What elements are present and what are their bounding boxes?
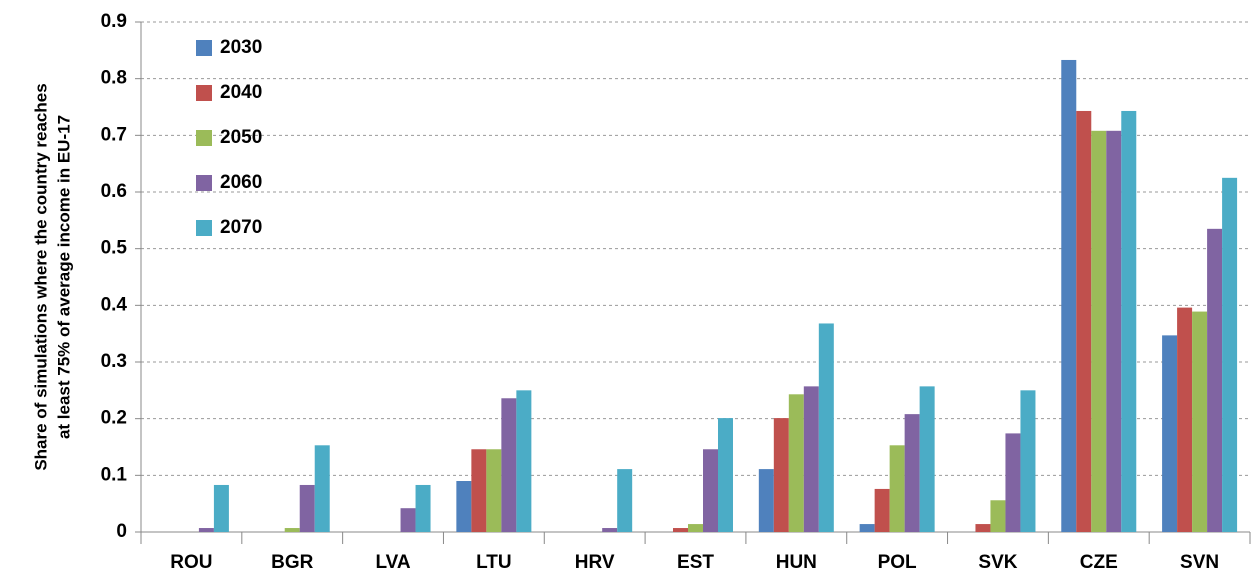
y-axis-label: at least 75% of average income in EU-17 [54, 115, 73, 439]
y-tick-label: 0.5 [101, 238, 128, 259]
bar [471, 449, 487, 532]
bar [1177, 307, 1193, 532]
bar [314, 445, 330, 532]
bar [889, 445, 905, 532]
y-tick-label: 0.8 [101, 68, 127, 89]
legend-label: 2050 [220, 127, 262, 148]
y-tick-label: 0.4 [101, 294, 128, 315]
y-tick-label: 0.2 [101, 408, 127, 429]
y-tick-label: 0.9 [101, 11, 127, 32]
bar [456, 481, 472, 532]
legend-label: 2070 [220, 217, 262, 238]
x-tick-label: EST [677, 552, 714, 573]
bar [617, 469, 633, 532]
bar [400, 508, 416, 532]
y-tick-label: 0 [116, 521, 127, 542]
bar [874, 488, 890, 532]
bar [773, 418, 789, 532]
bar [718, 418, 733, 532]
y-tick-label: 0.7 [101, 124, 127, 145]
bar [758, 469, 774, 532]
x-tick-label: LVA [375, 552, 410, 573]
legend-swatch [196, 220, 212, 236]
legend-swatch [196, 175, 212, 191]
bar [904, 414, 920, 532]
legend-swatch [196, 40, 212, 56]
bar [1020, 390, 1036, 532]
x-tick-label: HUN [776, 552, 817, 573]
bar [1091, 130, 1107, 533]
x-tick-label: POL [878, 552, 917, 573]
y-tick-label: 0.3 [101, 351, 127, 372]
bar [299, 484, 315, 532]
x-tick-label: SVK [978, 552, 1017, 573]
bar [859, 524, 875, 532]
bar [688, 524, 703, 532]
bar [1106, 130, 1122, 533]
x-tick-label: SVN [1180, 552, 1219, 573]
bar [501, 398, 517, 532]
bar [1121, 110, 1137, 532]
y-axis-label: Share of simulations where the country r… [31, 83, 50, 470]
bar [788, 394, 804, 532]
bar [516, 390, 532, 532]
x-tick-label: BGR [271, 552, 314, 573]
bar [803, 386, 819, 532]
x-tick-label: ROU [170, 552, 212, 573]
y-tick-label: 0.1 [101, 464, 128, 485]
bar [818, 323, 834, 532]
y-tick-label: 0.6 [101, 181, 127, 202]
legend-label: 2030 [220, 37, 262, 58]
bar [919, 386, 935, 532]
bar [1207, 228, 1223, 533]
bar [415, 484, 431, 532]
bar [486, 449, 502, 532]
bar [1162, 335, 1178, 532]
bar [284, 528, 300, 532]
legend-label: 2060 [220, 172, 262, 193]
bar [975, 524, 991, 532]
bar [1192, 311, 1208, 532]
legend-label: 2040 [220, 82, 262, 103]
bar [673, 528, 688, 532]
bar [1005, 433, 1021, 532]
bar [1222, 177, 1238, 533]
legend-swatch [196, 85, 212, 101]
bar [198, 528, 214, 532]
x-tick-label: CZE [1080, 552, 1118, 573]
bar [602, 528, 618, 532]
bar [703, 449, 718, 532]
legend-swatch [196, 130, 212, 146]
x-tick-label: HRV [575, 552, 615, 573]
bar [213, 484, 229, 532]
x-tick-label: LTU [476, 552, 512, 573]
bar [1076, 110, 1092, 532]
bar [1061, 59, 1077, 532]
bar [990, 500, 1006, 532]
